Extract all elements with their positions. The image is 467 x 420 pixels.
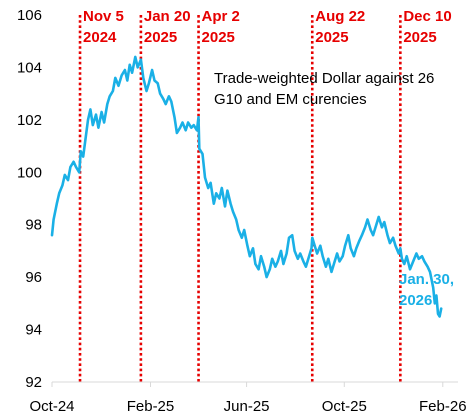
x-tick-label: Oct-25	[322, 398, 367, 415]
x-tick-label: Oct-24	[29, 398, 74, 415]
series-line-trade-weighted-dollar	[50, 55, 443, 318]
event-label-line-2: 2024	[83, 29, 117, 46]
y-tick-label: 94	[25, 322, 42, 339]
y-tick-label: 96	[25, 269, 42, 286]
y-tick-label: 100	[17, 164, 42, 181]
event-label: Aug 22 2025	[315, 8, 365, 46]
end-date-label-line-2: 2026	[399, 292, 432, 309]
chart-annotation: Trade-weighted Dollar against 26 G10 and…	[214, 70, 439, 108]
end-date-label: Jan. 30, 2026	[399, 271, 458, 309]
y-tick-label: 104	[17, 59, 42, 76]
event-label-line-2: 2025	[144, 29, 177, 46]
event-label-line-2: 2025	[202, 29, 235, 46]
y-tick-label: 102	[17, 112, 42, 129]
y-tick-label: 98	[25, 217, 42, 234]
event-label-line-2: 2025	[315, 29, 348, 46]
event-label: Nov 5 2024	[83, 8, 124, 46]
event-label-line-1: Jan 20	[144, 8, 191, 25]
y-tick-label: 106	[17, 7, 42, 24]
x-tick-label: Jun-25	[224, 398, 270, 415]
event-label-line-2: 2025	[403, 29, 436, 46]
x-tick-label: Feb-26	[419, 398, 467, 415]
event-label: Apr 2 2025	[202, 8, 240, 46]
y-axis-tick-labels: 92 94 96 98 100 102 104 106	[17, 7, 42, 391]
event-label-line-1: Dec 10	[403, 8, 451, 25]
x-axis-tick-labels: Oct-24 Feb-25 Jun-25 Oct-25 Feb-26	[29, 382, 467, 415]
chart-annotation-line-2: G10 and EM curencies	[214, 91, 367, 108]
y-tick-label: 92	[25, 374, 42, 391]
x-tick-label: Feb-25	[127, 398, 175, 415]
end-date-label-line-1: Jan. 30,	[399, 271, 454, 288]
event-label: Jan 20 2025	[144, 8, 191, 46]
event-label-line-1: Aug 22	[315, 8, 365, 25]
event-label-line-1: Nov 5	[83, 8, 124, 25]
chart-annotation-line-1: Trade-weighted Dollar against 26	[214, 70, 434, 87]
event-label: Dec 10 2025	[403, 8, 451, 46]
event-label-line-1: Apr 2	[202, 8, 240, 25]
